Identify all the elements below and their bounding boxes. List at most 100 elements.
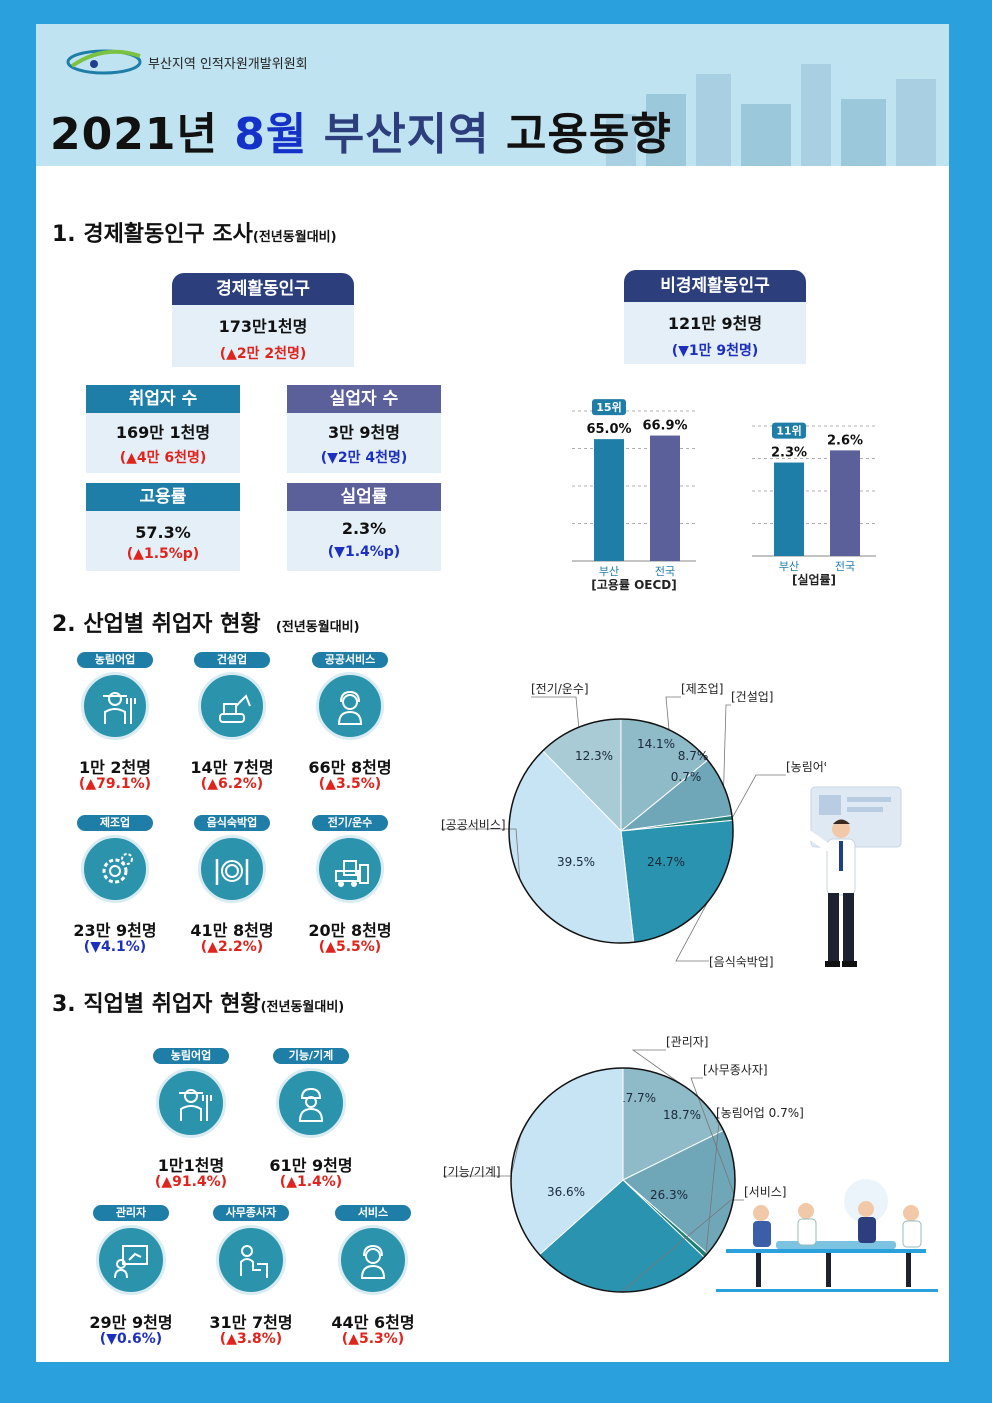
bar-category-label: 부산	[599, 565, 619, 578]
occupation-label: 관리자	[93, 1205, 169, 1221]
industry-pie-chart: 12.3%[전기/운수]14.1%[제조업]8.7%[건설업]0.7%[농림어업…	[441, 682, 826, 969]
farmer-icon	[156, 1068, 226, 1138]
city-skyline-illustration	[606, 64, 936, 166]
non-econ-active-change: (▼1만 9천명)	[671, 343, 759, 359]
rank-badge	[592, 399, 626, 416]
bar-전국	[830, 450, 860, 556]
committee-logo-icon	[66, 49, 142, 75]
presenter-illustration	[803, 786, 902, 967]
org-name: 부산지역 인적자원개발위원회	[148, 57, 308, 72]
section3-title-text: 3. 직업별 취업자 현황	[52, 992, 261, 1017]
section3-title: 3. 직업별 취업자 현황(전년동월대비)	[52, 986, 344, 1018]
employment-rate-bar-chart: 65.0% 부산 15위 66.9% 전국[고용률 OECD]	[572, 399, 696, 592]
pie-category-label: [전기/운수]	[531, 682, 589, 696]
pie-outline	[510, 1067, 736, 1293]
unemployed-header: 실업자 수	[287, 385, 441, 413]
occupation-value: 29만 9천명	[89, 1313, 173, 1332]
employment-rate-change: (▲1.5%p)	[126, 546, 200, 562]
title-month: 8월	[234, 109, 308, 160]
pie-category-label: [제조업]	[681, 682, 723, 696]
occupation-change: (▼0.6%)	[99, 1331, 163, 1347]
occupation-pie-chart: 17.7% [관리자] 18.7% [사무종사자] [농림어업 0.7%] 26.3% [서…	[443, 1036, 804, 1293]
pie-category-label: [음식숙박업]	[709, 955, 774, 969]
excavator-icon	[198, 672, 266, 740]
pie-leader-line	[665, 696, 681, 730]
pie-leader-line	[723, 704, 731, 787]
bar-부산	[594, 439, 624, 561]
employed-change: (▲4만 6천명)	[119, 450, 207, 466]
employed-header: 취업자 수	[86, 385, 240, 413]
industry-value: 14만 7천명	[190, 758, 274, 777]
occupation-label: 사무종사자	[213, 1205, 289, 1221]
rank-badge-text: 11위	[776, 425, 801, 438]
pie-category-label: [농림어업]	[786, 760, 826, 774]
bar-value-label: 2.6%	[827, 433, 863, 448]
pie-value-label: 26.3%	[650, 1188, 688, 1202]
non-econ-active-value: 121만 9천명	[667, 314, 763, 333]
bar-부산	[774, 462, 804, 556]
pie-outline	[508, 718, 734, 944]
header-banner: 부산지역 인적자원개발위원회 2021년 8월 부산지역 고용동향	[36, 24, 949, 166]
pie-leader-line	[731, 774, 786, 819]
rank-badge	[772, 422, 806, 439]
unemployment-rate-bar-chart: 2.3% 부산 11위 2.6% 전국[실업률]	[752, 422, 876, 587]
worker-icon	[276, 1068, 346, 1138]
pie-category-label: [공공서비스]	[441, 818, 506, 832]
farmer-icon	[81, 672, 149, 740]
industry-value: 41만 8천명	[190, 921, 274, 940]
content-sheet: 1. 경제활동인구 조사(전년동월대비) 경제활동인구 173만1천명 (▲2만…	[36, 166, 949, 1362]
pie-value-label: 24.7%	[647, 855, 685, 869]
bar-category-label: 전국	[655, 565, 675, 578]
bar-chart-xlabel: [실업률]	[792, 572, 836, 587]
section1-title-text: 1. 경제활동인구 조사	[52, 222, 253, 247]
rank-badge-text: 15위	[596, 401, 621, 414]
section2-title: 2. 산업별 취업자 현황 (전년동월대비)	[52, 606, 360, 638]
dining-icon	[198, 835, 266, 903]
industry-value: 23만 9천명	[73, 921, 157, 940]
occupation-label: 농림어업	[153, 1048, 229, 1064]
unemployment-rate-value: 2.3%	[341, 519, 387, 538]
industry-change: (▲3.5%)	[318, 776, 382, 792]
gear-icon	[81, 835, 149, 903]
unemployment-rate-change: (▼1.4%p)	[327, 544, 401, 560]
pie-category-label: [농림어업 0.7%]	[716, 1106, 804, 1120]
bar-value-label: 66.9%	[642, 419, 687, 434]
occupation-value: 44만 6천명	[331, 1313, 415, 1332]
bar-category-label: 전국	[835, 560, 855, 573]
headset-icon	[316, 672, 384, 740]
section3-subtitle: (전년동월대비)	[260, 1000, 345, 1015]
industry-value: 1만 2천명	[79, 758, 151, 777]
industry-label: 제조업	[77, 815, 153, 831]
headset-icon	[338, 1225, 408, 1295]
section2-title-text: 2. 산업별 취업자 현황	[52, 612, 261, 637]
pie-leader-line	[690, 1077, 735, 1195]
pie-value-label: 12.3%	[575, 749, 613, 763]
meeting-illustration	[716, 1179, 938, 1292]
bar-value-label: 2.3%	[771, 446, 807, 461]
pie-category-label: [서비스]	[744, 1185, 786, 1199]
pie-category-label: [기능/기계]	[443, 1165, 501, 1179]
unemployment-rate-box: 2.3% (▼1.4%p)	[287, 511, 441, 571]
title-region: 부산지역	[323, 109, 490, 160]
bar-chart-xlabel: [고용률 OECD]	[591, 577, 676, 592]
econ-active-value: 173만1천명	[218, 317, 308, 336]
industry-change: (▲2.2%)	[200, 939, 264, 955]
non-econ-active-tab: 비경제활동인구	[624, 270, 806, 302]
industry-value: 66만 8천명	[308, 758, 392, 777]
unemployed-change: (▼2만 4천명)	[320, 450, 408, 466]
industry-label: 농림어업	[77, 652, 153, 668]
econ-active-box: 173만1천명 (▲2만 2천명)	[172, 305, 354, 367]
occupation-value: 31만 7천명	[209, 1313, 293, 1332]
non-econ-active-box: 121만 9천명 (▼1만 9천명)	[624, 302, 806, 364]
industry-value: 20만 8천명	[308, 921, 392, 940]
page-title: 2021년 8월 부산지역 고용동향	[50, 98, 672, 162]
pie-value-label: 14.1%	[637, 737, 675, 751]
pie-slice	[620, 819, 734, 943]
presenter-icon	[96, 1225, 166, 1295]
bar-category-label: 부산	[779, 560, 799, 573]
occupation-label: 기능/기계	[273, 1048, 349, 1064]
employment-rate-value: 57.3%	[135, 523, 191, 542]
pie-leader-line	[620, 1199, 744, 1293]
pie-leader-line	[675, 901, 709, 962]
industry-change: (▲79.1%)	[78, 776, 152, 792]
